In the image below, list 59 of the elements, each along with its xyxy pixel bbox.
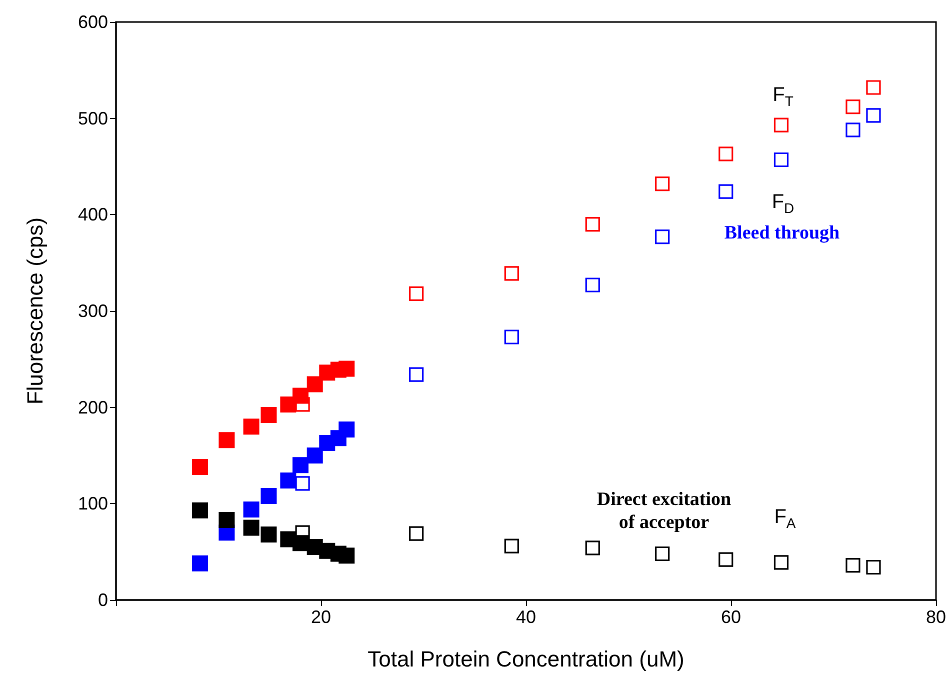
point: [774, 152, 789, 168]
point: [585, 278, 600, 292]
y-tick-label: 600: [78, 12, 108, 32]
point: [292, 457, 308, 474]
point: [718, 146, 734, 162]
point: [585, 540, 600, 556]
point: [846, 122, 860, 138]
y-tick-label: 300: [78, 301, 108, 321]
point: [866, 108, 881, 123]
point: [243, 501, 260, 518]
point: [192, 502, 208, 518]
point: [260, 526, 277, 542]
annotation: Bleed through: [724, 222, 840, 244]
x-axis-title: Total Protein Concentration (uM): [368, 646, 684, 672]
point: [338, 360, 355, 377]
point: [866, 80, 881, 95]
point: [260, 488, 277, 504]
point: [504, 266, 519, 281]
point: [280, 472, 296, 489]
x-tick-label: 80: [926, 607, 946, 627]
point: [295, 525, 310, 540]
y-tick-label: 200: [78, 397, 108, 418]
point: [338, 421, 355, 438]
point: [338, 548, 355, 564]
point: [655, 546, 670, 562]
point: [718, 552, 734, 567]
point: [260, 407, 277, 424]
x-tick-label: 20: [310, 607, 332, 627]
point: [774, 118, 789, 132]
point: [409, 526, 424, 541]
point: [218, 512, 235, 528]
point: [655, 176, 670, 192]
x-tick-label: 40: [516, 607, 536, 627]
point: [306, 448, 323, 464]
y-tick-label: 100: [78, 494, 108, 514]
y-tick-label: 0: [98, 590, 108, 610]
point: [192, 459, 208, 476]
point: [295, 476, 310, 491]
y-tick-label: 500: [78, 108, 108, 128]
point: [409, 286, 424, 301]
point: [774, 555, 789, 570]
point: [504, 538, 519, 554]
y-axis-title: Fluorescence (cps): [22, 217, 48, 405]
point: [585, 217, 600, 232]
point: [655, 230, 670, 244]
point: [243, 520, 260, 536]
x-tick-label: 60: [720, 607, 742, 627]
y-tick-label: 400: [78, 204, 108, 225]
point: [846, 558, 860, 573]
point: [306, 376, 323, 392]
point: [504, 330, 519, 344]
point: [192, 555, 208, 572]
point: [218, 432, 235, 448]
point: [866, 560, 881, 575]
annotation: Direct excitation of acceptor: [596, 489, 732, 533]
point: [409, 367, 424, 382]
point: [846, 99, 860, 114]
point: [243, 418, 260, 435]
point: [718, 184, 734, 199]
